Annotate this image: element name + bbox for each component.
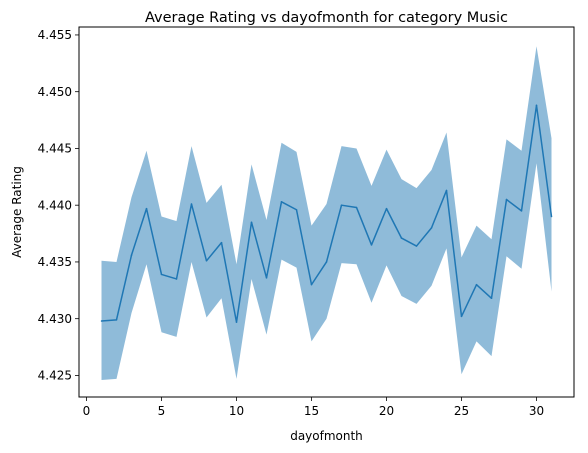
data-point xyxy=(130,254,133,256)
data-point xyxy=(325,261,328,263)
data-point xyxy=(310,283,313,286)
data-point xyxy=(295,208,298,211)
data-point xyxy=(265,277,268,279)
x-tick-label: 5 xyxy=(158,404,166,418)
plot-frame xyxy=(78,26,575,398)
y-tick-label: 4.425 xyxy=(38,369,72,383)
x-tick-label: 15 xyxy=(304,404,319,418)
data-point xyxy=(115,319,118,321)
plot-area xyxy=(100,46,553,380)
data-point xyxy=(250,221,253,223)
data-point xyxy=(445,189,448,192)
data-point xyxy=(535,104,538,107)
data-point xyxy=(160,273,163,276)
data-point xyxy=(430,227,433,229)
data-point xyxy=(490,297,493,300)
data-point xyxy=(550,215,553,218)
x-tick-label: 25 xyxy=(454,404,469,418)
y-tick-label: 4.430 xyxy=(38,312,72,326)
x-axis: 0 5 10 15 20 25 30 xyxy=(83,397,544,418)
y-tick-label: 4.445 xyxy=(38,142,72,156)
x-tick-label: 30 xyxy=(529,404,544,418)
x-tick-label: 20 xyxy=(379,404,394,418)
y-axis: 4.425 4.430 4.435 4.440 4.445 4.450 4.455 xyxy=(38,28,79,383)
data-point xyxy=(385,207,388,210)
data-point xyxy=(460,315,463,318)
data-point xyxy=(100,320,103,322)
data-point xyxy=(220,241,223,244)
y-tick-label: 4.440 xyxy=(38,198,72,212)
x-tick-label: 0 xyxy=(83,404,91,418)
data-point xyxy=(205,260,208,262)
y-tick-label: 4.450 xyxy=(38,85,72,99)
confidence-band xyxy=(101,46,552,380)
data-point xyxy=(400,237,403,239)
y-tick-label: 4.455 xyxy=(38,28,72,42)
data-point xyxy=(415,245,418,247)
data-point xyxy=(370,244,373,246)
data-point xyxy=(280,201,283,203)
data-point xyxy=(475,283,478,286)
y-axis-label: Average Rating xyxy=(10,166,24,258)
data-point xyxy=(520,210,523,212)
y-tick-label: 4.435 xyxy=(38,255,72,269)
data-point xyxy=(190,203,193,205)
data-point xyxy=(145,207,148,210)
data-point xyxy=(505,198,508,201)
data-point xyxy=(355,206,358,209)
x-tick-label: 10 xyxy=(229,404,244,418)
x-axis-label: dayofmonth xyxy=(290,429,363,443)
data-point xyxy=(235,321,238,323)
data-point xyxy=(175,278,178,280)
chart-title: Average Rating vs dayofmonth for categor… xyxy=(145,10,508,26)
data-point xyxy=(340,204,343,206)
